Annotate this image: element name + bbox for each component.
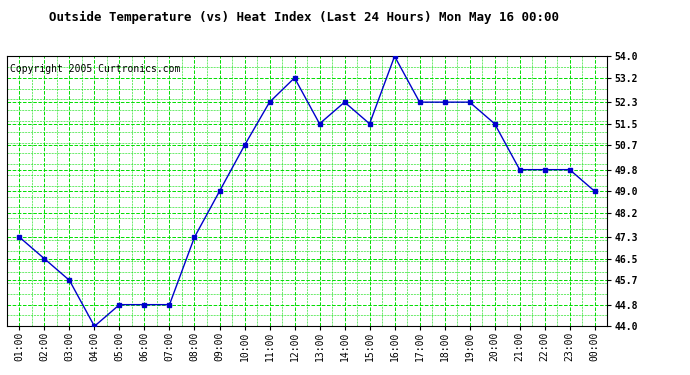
Text: Copyright 2005 Curtronics.com: Copyright 2005 Curtronics.com [10, 64, 180, 74]
Text: Outside Temperature (vs) Heat Index (Last 24 Hours) Mon May 16 00:00: Outside Temperature (vs) Heat Index (Las… [48, 11, 559, 24]
